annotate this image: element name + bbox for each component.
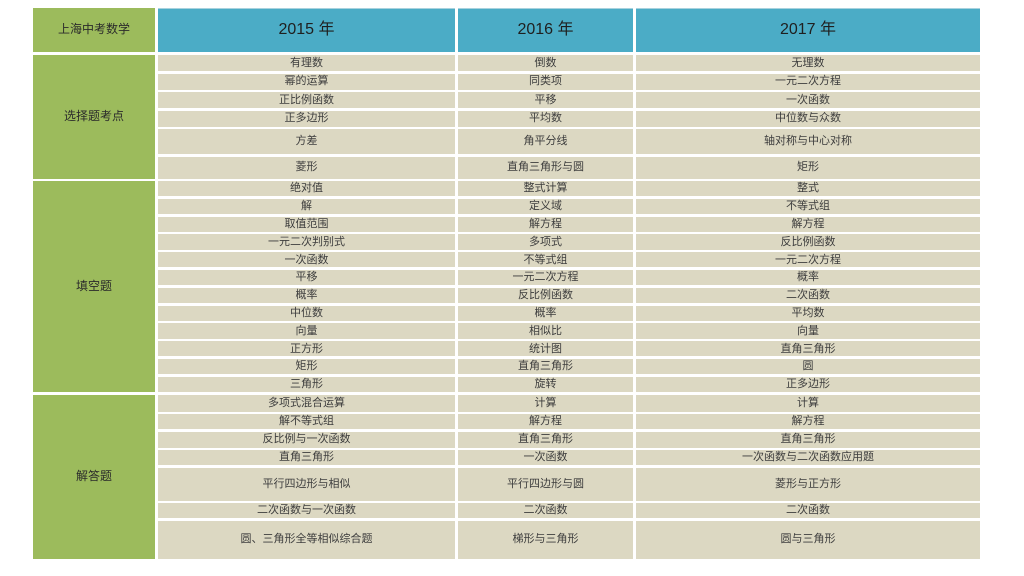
topic-cell: 矩形 (158, 358, 455, 375)
section-label: 解答题 (33, 394, 155, 559)
topic-cell: 中位数 (158, 305, 455, 321)
topic-cell: 取值范围 (158, 216, 455, 232)
topic-cell: 概率 (158, 287, 455, 304)
topic-cell: 不等式组 (458, 252, 633, 268)
topic-cell: 二次函数 (458, 503, 633, 519)
topic-cell: 平均数 (458, 110, 633, 127)
topic-cell: 解方程 (636, 216, 980, 232)
topic-cell: 平均数 (636, 305, 980, 321)
topic-cell: 多项式 (458, 234, 633, 250)
topic-cell: 一次函数 (158, 252, 455, 268)
table-body: 选择题考点 有理数 倒数 无理数 幂的运算 同类项 一元二次方程 正比例函数 平移 一次函数 正多边… (33, 55, 980, 559)
topic-cell: 二次函数 (636, 287, 980, 304)
topic-cell: 一元二次方程 (458, 269, 633, 286)
topic-cell: 轴对称与中心对称 (636, 129, 980, 154)
topic-cell: 正比例函数 (158, 92, 455, 108)
topic-cell: 直角三角形 (158, 450, 455, 466)
topic-cell: 计算 (636, 394, 980, 412)
topic-cell: 解 (158, 198, 455, 215)
topic-cell: 反比例与一次函数 (158, 431, 455, 448)
topic-cell: 有理数 (158, 55, 455, 71)
section-label: 选择题考点 (33, 55, 155, 179)
topic-cell: 一次函数 (458, 450, 633, 466)
topic-cell: 直角三角形 (458, 358, 633, 375)
topic-cell: 直角三角形 (458, 431, 633, 448)
topic-cell: 无理数 (636, 55, 980, 71)
topic-cell: 向量 (636, 323, 980, 339)
topic-cell: 中位数与众数 (636, 110, 980, 127)
topic-cell: 解方程 (458, 216, 633, 232)
topic-cell: 正多边形 (158, 110, 455, 127)
topic-cell: 反比例函数 (636, 234, 980, 250)
topic-cell: 菱形 (158, 156, 455, 179)
topic-cell: 一元二次方程 (636, 252, 980, 268)
topic-cell: 圆与三角形 (636, 520, 980, 559)
topic-cell: 同类项 (458, 73, 633, 90)
topic-cell: 梯形与三角形 (458, 520, 633, 559)
topic-cell: 三角形 (158, 376, 455, 393)
topic-cell: 定义域 (458, 198, 633, 215)
topic-cell: 直角三角形与圆 (458, 156, 633, 179)
topic-cell: 一次函数 (636, 92, 980, 108)
year-header: 2016 年 (458, 8, 633, 52)
topic-cell: 计算 (458, 394, 633, 412)
topic-cell: 一元二次判别式 (158, 234, 455, 250)
topic-cell: 概率 (458, 305, 633, 321)
topic-cell: 直角三角形 (636, 431, 980, 448)
topic-cell: 菱形与正方形 (636, 467, 980, 501)
topic-cell: 正方形 (158, 341, 455, 357)
topic-cell: 绝对值 (158, 181, 455, 197)
topic-cell: 平行四边形与相似 (158, 467, 455, 501)
year-header: 2017 年 (636, 8, 980, 52)
topic-cell: 概率 (636, 269, 980, 286)
topic-cell: 一次函数与二次函数应用题 (636, 450, 980, 466)
topic-cell: 矩形 (636, 156, 980, 179)
topic-cell: 直角三角形 (636, 341, 980, 357)
topic-cell: 整式计算 (458, 181, 633, 197)
section-label: 填空题 (33, 181, 155, 393)
topic-cell: 旋转 (458, 376, 633, 393)
topic-cell: 倒数 (458, 55, 633, 71)
year-header: 2015 年 (158, 8, 455, 52)
topic-cell: 相似比 (458, 323, 633, 339)
topic-cell: 圆 (636, 358, 980, 375)
table-header-row: 上海中考数学 2015 年 2016 年 2017 年 (33, 8, 980, 52)
topic-cell: 平行四边形与圆 (458, 467, 633, 501)
topic-cell: 正多边形 (636, 376, 980, 393)
topic-cell: 整式 (636, 181, 980, 197)
topic-cell: 平移 (158, 269, 455, 286)
table-section: 填空题 绝对值 整式计算 整式解定义域 不等式组 取值范围 解方程 解方程 一元二次判别式 多项式… (33, 181, 980, 393)
topic-cell: 反比例函数 (458, 287, 633, 304)
topic-cell: 角平分线 (458, 129, 633, 154)
topic-cell: 平移 (458, 92, 633, 108)
topic-cell: 多项式混合运算 (158, 394, 455, 412)
topic-cell: 二次函数与一次函数 (158, 503, 455, 519)
topic-cell: 方差 (158, 129, 455, 154)
table-section: 选择题考点 有理数 倒数 无理数幂的运算 同类项 一元二次方程正比例函数 平移 一次函数正多边… (33, 55, 980, 179)
topic-cell: 一元二次方程 (636, 73, 980, 90)
exam-topics-table: 上海中考数学 2015 年 2016 年 2017 年 选择题考点 有理数 倒数 无理数幂… (33, 8, 980, 561)
topic-cell: 幂的运算 (158, 73, 455, 90)
topic-cell: 二次函数 (636, 503, 980, 519)
topic-cell: 向量 (158, 323, 455, 339)
topic-cell: 不等式组 (636, 198, 980, 215)
topic-cell: 解方程 (458, 414, 633, 430)
table-title-cell: 上海中考数学 (33, 8, 155, 52)
topic-cell: 解不等式组 (158, 414, 455, 430)
table-section: 解答题 多项式混合运算 计算 计算 解不等式组 解方程 解方程 反比例与一次函数 直角三角形 直角… (33, 394, 980, 559)
topic-cell: 圆、三角形全等相似综合题 (158, 520, 455, 559)
topic-cell: 统计图 (458, 341, 633, 357)
topic-cell: 解方程 (636, 414, 980, 430)
